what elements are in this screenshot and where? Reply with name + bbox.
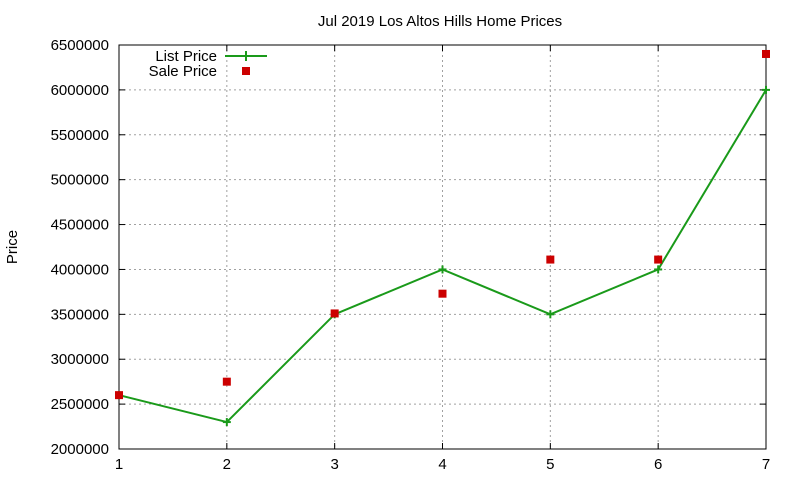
sale-price-point: [546, 255, 555, 264]
list-price-marker: [222, 418, 231, 427]
list-price-marker: [762, 85, 770, 94]
x-tick-label: 4: [438, 456, 446, 473]
y-tick-label: 3500000: [51, 306, 109, 323]
x-tick-label: 3: [330, 456, 338, 473]
legend-swatch-sale-price: [242, 67, 250, 75]
x-tick-label: 6: [654, 456, 662, 473]
y-tick-label: 5500000: [51, 127, 109, 144]
sale-price-point: [654, 255, 663, 264]
list-price-marker: [438, 265, 447, 274]
legend-label-sale-price: Sale Price: [149, 63, 217, 80]
chart-title: Jul 2019 Los Altos Hills Home Prices: [318, 13, 562, 30]
legend-label-list-price: List Price: [155, 48, 217, 65]
y-tick-label: 6500000: [51, 37, 109, 54]
y-tick-label: 4000000: [51, 261, 109, 278]
tick-layer: 1 2 3 4 5 6 7 2000000 2500000 3000000 3500000 40000…: [51, 37, 771, 473]
list-price-marker: [654, 265, 663, 274]
sale-price-point: [222, 377, 231, 386]
list-price-marker: [546, 310, 555, 319]
sale-price-point: [115, 391, 123, 400]
sale-price-point: [330, 309, 339, 318]
x-tick-label: 2: [223, 456, 231, 473]
y-tick-label: 2500000: [51, 396, 109, 413]
y-tick-label: 3000000: [51, 351, 109, 368]
y-axis-label: Price: [4, 230, 21, 264]
x-tick-label: 7: [762, 456, 770, 473]
legend: List Price Sale Price: [149, 48, 267, 80]
sale-price-point: [438, 289, 447, 298]
y-tick-label: 6000000: [51, 82, 109, 99]
y-tick-label: 5000000: [51, 172, 109, 189]
y-tick-label: 4500000: [51, 217, 109, 234]
sale-price-point: [762, 49, 770, 58]
grid-layer: [118, 44, 767, 450]
x-tick-label: 1: [115, 456, 123, 473]
series-layer: [115, 49, 770, 427]
y-tick-label: 2000000: [51, 441, 109, 458]
x-tick-label: 5: [546, 456, 554, 473]
